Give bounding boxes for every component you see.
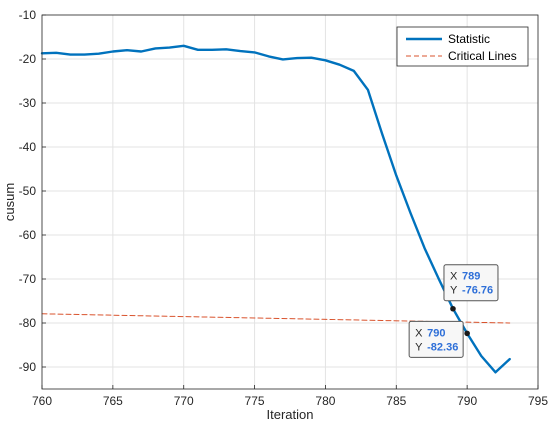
legend-label-statistic: Statistic bbox=[448, 32, 490, 46]
y-tick-label: -10 bbox=[19, 8, 37, 22]
y-tick-label: -60 bbox=[19, 228, 37, 242]
x-tick-label: 795 bbox=[528, 394, 548, 408]
datatip-marker[interactable] bbox=[464, 330, 470, 337]
datatip-790[interactable]: X 790 Y -82.36 bbox=[408, 320, 470, 358]
y-tick-label: -30 bbox=[19, 96, 37, 110]
y-tick-label: -80 bbox=[19, 316, 37, 330]
datatip-box bbox=[443, 264, 499, 302]
y-tick-label: -20 bbox=[19, 52, 37, 66]
datatip-y-value: -82.36 bbox=[427, 341, 458, 353]
y-axis-label: cusum bbox=[2, 183, 17, 221]
y-tick-label: -70 bbox=[19, 272, 37, 286]
datatip-box bbox=[408, 320, 464, 358]
x-tick-label: 775 bbox=[245, 394, 265, 408]
y-tick-label: -50 bbox=[19, 184, 37, 198]
datatips: X 789 Y -76.76 X 790 Y -82.36 bbox=[408, 264, 499, 358]
datatip-y-value: -76.76 bbox=[462, 285, 493, 297]
x-tick-label: 760 bbox=[32, 394, 52, 408]
legend: Statistic Critical Lines bbox=[396, 26, 529, 67]
datatip-789[interactable]: X 789 Y -76.76 bbox=[443, 264, 499, 312]
x-tick-label: 770 bbox=[174, 394, 194, 408]
datatip-x-label: X bbox=[415, 327, 423, 339]
series-layer bbox=[40, 44, 511, 374]
x-tick-label: 790 bbox=[457, 394, 477, 408]
datatip-x-value: 790 bbox=[427, 327, 445, 339]
datatip-x-label: X bbox=[450, 271, 458, 283]
x-tick-label: 765 bbox=[103, 394, 123, 408]
datatip-y-label: Y bbox=[450, 285, 458, 297]
datatip-marker[interactable] bbox=[450, 305, 456, 312]
plot-frame bbox=[41, 14, 539, 390]
datatip-y-label: Y bbox=[415, 341, 423, 353]
x-axis-label: Iteration bbox=[267, 407, 314, 422]
series-line-statistic bbox=[40, 44, 511, 374]
legend-label-critical-lines: Critical Lines bbox=[448, 49, 517, 63]
series-line-critical-lines bbox=[41, 313, 511, 324]
ticks: 760 765 770 775 780 785 790 795 -10 -20 -30 -40 -50 -… bbox=[19, 8, 549, 408]
x-tick-label: 780 bbox=[315, 394, 335, 408]
y-tick-label: -90 bbox=[19, 360, 37, 374]
y-tick-label: -40 bbox=[19, 140, 37, 154]
x-tick-label: 785 bbox=[386, 394, 406, 408]
legend-box bbox=[396, 26, 529, 67]
datatip-x-value: 789 bbox=[462, 271, 480, 283]
